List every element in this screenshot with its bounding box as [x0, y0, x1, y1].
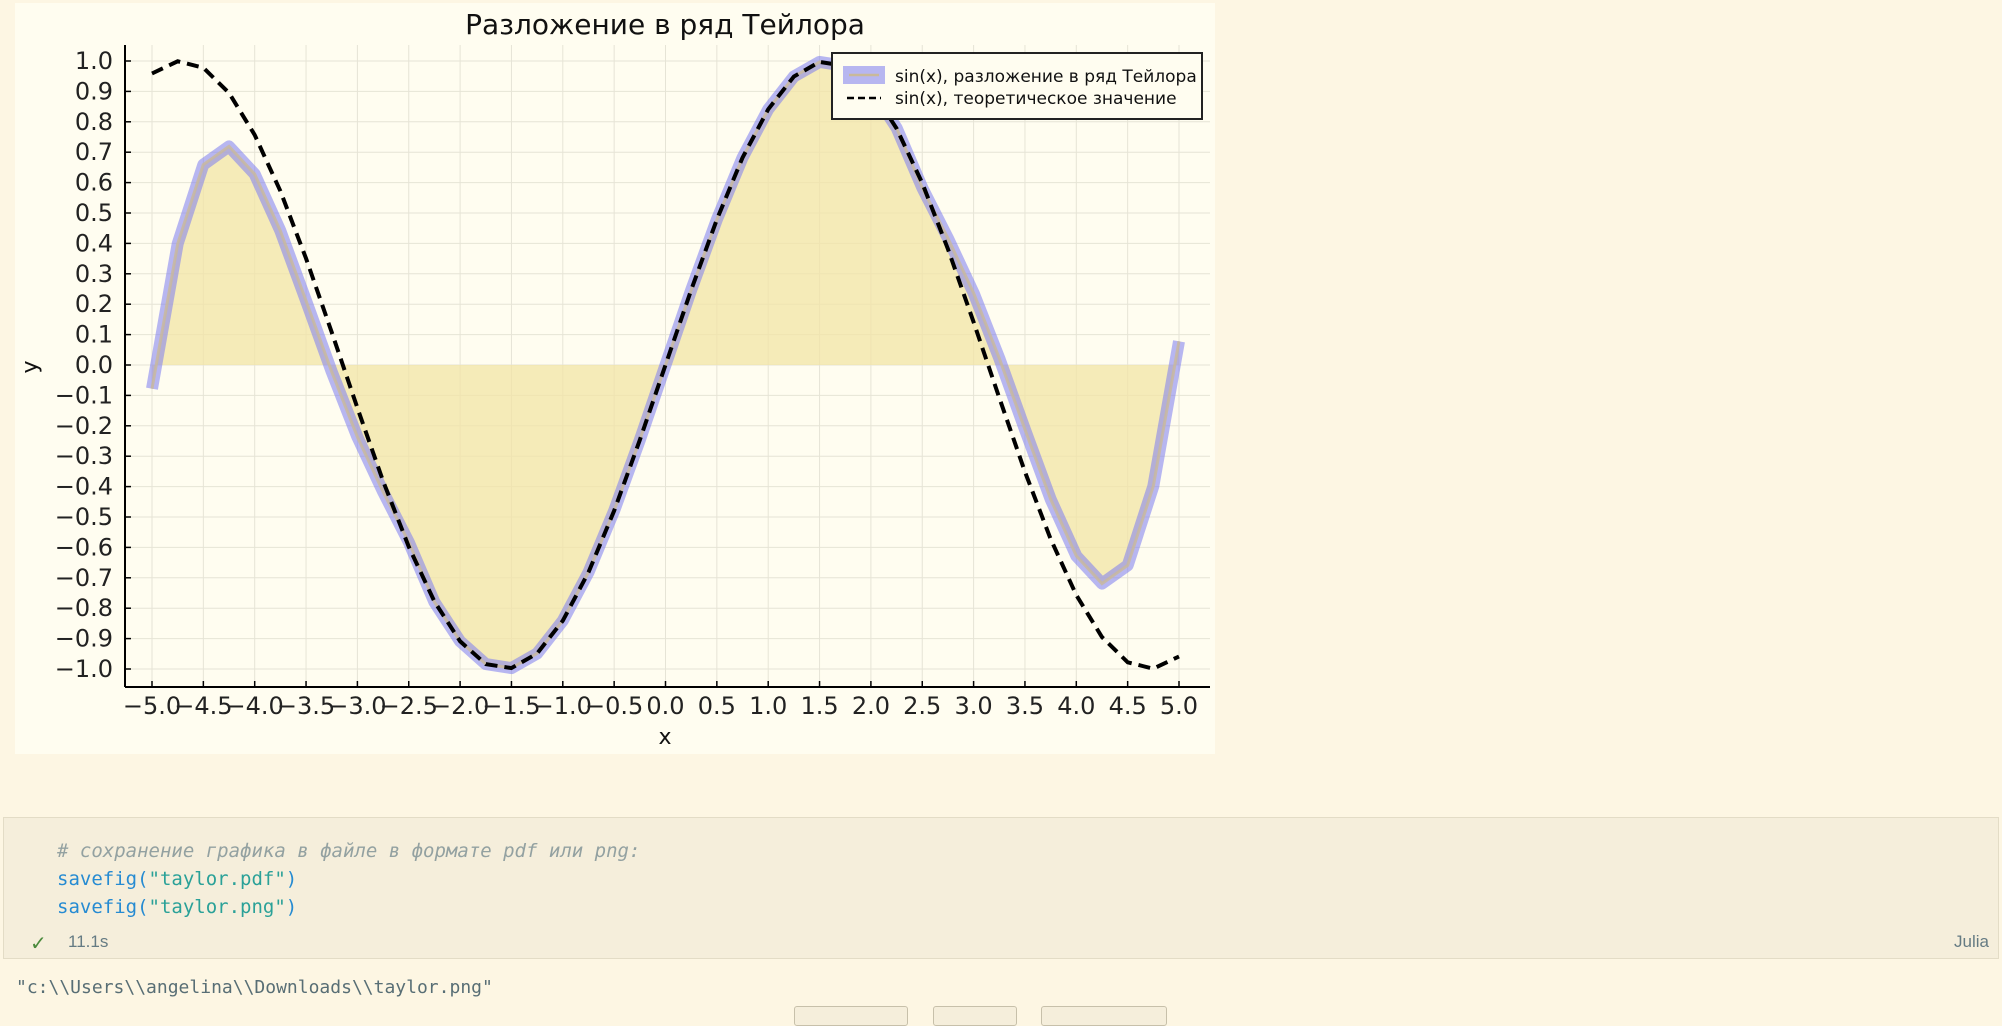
x-tick-label: 2.5 — [903, 692, 941, 720]
x-tick-label: 4.0 — [1057, 692, 1095, 720]
y-tick-label: 0.0 — [75, 351, 113, 379]
y-tick-label: −0.6 — [55, 533, 113, 561]
add-cell-button[interactable] — [933, 1006, 1017, 1026]
code-line-savefig-png: savefig("taylor.png") — [57, 896, 297, 918]
string-literal: "taylor.png" — [148, 896, 286, 918]
y-tick-label: −0.4 — [55, 473, 113, 501]
execution-time: 11.1s — [68, 932, 109, 951]
x-tick-label: −3.5 — [277, 692, 335, 720]
x-axis-label: x — [658, 725, 671, 750]
chart-title: Разложение в ряд Тейлора — [465, 8, 865, 41]
y-axis-label: y — [18, 360, 43, 373]
y-tick-label: −0.1 — [55, 381, 113, 409]
fn-call: savefig( — [57, 896, 149, 918]
taylor-chart: −5.0−4.5−4.0−3.5−3.0−2.5−2.0−1.5−1.0−0.5… — [18, 8, 1210, 750]
y-tick-label: 0.2 — [75, 290, 113, 318]
string-literal: "taylor.pdf" — [148, 868, 286, 890]
chart-legend: sin(x), разложение в ряд Тейлораsin(x), … — [831, 52, 1203, 120]
y-tick-label: −0.3 — [55, 442, 113, 470]
legend-label-taylor: sin(x), разложение в ряд Тейлора — [895, 67, 1197, 87]
x-tick-label: 5.0 — [1160, 692, 1198, 720]
series-line-theoretical — [151, 59, 1180, 671]
x-tick-label: −2.5 — [380, 692, 438, 720]
x-tick-label: 0.0 — [646, 692, 684, 720]
add-cell-button[interactable] — [794, 1006, 908, 1026]
x-tick-label: 1.0 — [749, 692, 787, 720]
x-tick-label: −3.0 — [328, 692, 386, 720]
x-tick-label: 2.0 — [852, 692, 890, 720]
y-tick-label: 0.1 — [75, 321, 113, 349]
x-tick-label: −0.5 — [585, 692, 643, 720]
add-cell-button[interactable] — [1041, 1006, 1167, 1026]
x-tick-label: −2.0 — [431, 692, 489, 720]
cell-output-text: "c:\\Users\\angelina\\Downloads\\taylor.… — [16, 977, 493, 998]
y-tick-label: 1.0 — [75, 47, 113, 75]
x-tick-label: −1.0 — [534, 692, 592, 720]
plot-output: −5.0 −4.5 −4.0 −3.5 −3.0 −2.5 −2.0 −1.5 −1.0 −0.5… — [15, 3, 1215, 754]
x-tick-label: −5.0 — [123, 692, 181, 720]
y-tick-label: 0.5 — [75, 199, 113, 227]
legend-label-theoretical: sin(x), теоретическое значение — [895, 89, 1177, 109]
x-tick-label: −4.0 — [226, 692, 284, 720]
language-label[interactable]: Julia — [1954, 932, 1989, 951]
y-tick-label: 0.3 — [75, 260, 113, 288]
y-tick-label: 0.9 — [75, 77, 113, 105]
code-comment: # сохранение графика в файле в формате p… — [57, 840, 641, 862]
code-line-savefig-pdf: savefig("taylor.pdf") — [57, 868, 297, 890]
x-tick-label: 3.5 — [1006, 692, 1044, 720]
y-tick-label: −1.0 — [55, 655, 113, 683]
x-tick-label: 0.5 — [698, 692, 736, 720]
x-tick-label: 1.5 — [800, 692, 838, 720]
series-line-taylor-inner — [150, 60, 1181, 670]
y-tick-label: −0.7 — [55, 564, 113, 592]
taylor-fill-area — [152, 61, 1179, 669]
y-tick-label: 0.7 — [75, 138, 113, 166]
paren: ) — [285, 896, 298, 918]
x-tick-label: −4.5 — [174, 692, 232, 720]
y-tick-label: 0.4 — [75, 229, 113, 257]
x-tick-label: 4.5 — [1109, 692, 1147, 720]
y-tick-label: 0.6 — [75, 169, 113, 197]
paren: ) — [285, 868, 298, 890]
code-cell[interactable]: # сохранение графика в файле в формате p… — [3, 817, 1999, 959]
y-tick-label: 0.8 — [75, 108, 113, 136]
y-tick-label: −0.8 — [55, 594, 113, 622]
fn-call: savefig( — [57, 868, 149, 890]
legend-box — [831, 52, 1203, 120]
check-icon: ✓ — [30, 933, 47, 955]
x-tick-label: −1.5 — [482, 692, 540, 720]
x-tick-label: 3.0 — [955, 692, 993, 720]
y-tick-label: −0.2 — [55, 412, 113, 440]
y-tick-label: −0.5 — [55, 503, 113, 531]
cell-status-bar: ✓ 11.1s Julia — [4, 922, 1998, 958]
y-tick-label: −0.9 — [55, 625, 113, 653]
